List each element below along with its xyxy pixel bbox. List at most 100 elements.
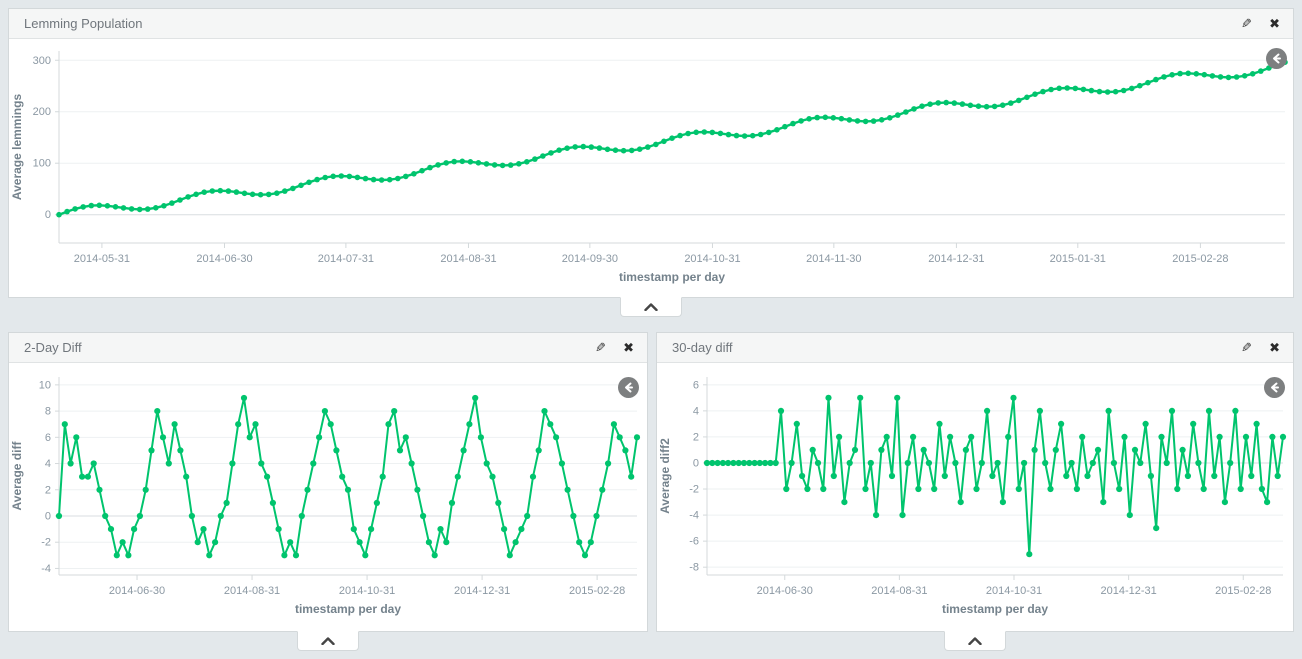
series-point xyxy=(169,200,175,206)
series-point xyxy=(1195,460,1201,466)
series-point xyxy=(56,212,62,218)
series-point xyxy=(363,176,369,182)
close-icon[interactable]: ✖ xyxy=(1269,17,1280,30)
series-point xyxy=(1137,83,1143,89)
series-point xyxy=(1079,434,1085,440)
edit-pencil-icon[interactable]: ✎ xyxy=(595,341,606,354)
series-point xyxy=(559,460,565,466)
series-point xyxy=(750,133,756,139)
series-point xyxy=(166,460,172,466)
series-point xyxy=(715,460,721,466)
series-point xyxy=(489,474,495,480)
series-point xyxy=(316,434,322,440)
series-point xyxy=(274,190,280,196)
series-point xyxy=(56,513,62,519)
series-point xyxy=(855,118,861,124)
series-point xyxy=(548,150,554,156)
series-point xyxy=(258,192,264,198)
series-point xyxy=(1161,74,1167,80)
series-point xyxy=(380,474,386,480)
chart-lemming-population: 30020010002014-05-312014-06-302014-07-31… xyxy=(9,39,1293,297)
collapse-chevron-icon[interactable] xyxy=(944,631,1006,651)
y-tick-label: 200 xyxy=(33,106,51,118)
series-point xyxy=(927,101,933,107)
chart-canvas[interactable]: 6420-2-4-6-82014-06-302014-08-312014-10-… xyxy=(657,363,1293,631)
collapse-chevron-icon[interactable] xyxy=(620,297,682,317)
series-point xyxy=(1137,460,1143,466)
back-arrow-circle-icon[interactable] xyxy=(618,377,639,398)
edit-pencil-icon[interactable]: ✎ xyxy=(1241,17,1252,30)
series-point xyxy=(1275,473,1281,479)
series-point xyxy=(1169,408,1175,414)
series-point xyxy=(979,460,985,466)
series-point xyxy=(108,526,114,532)
x-axis-title: timestamp per day xyxy=(942,602,1048,616)
series-point xyxy=(1037,408,1043,414)
y-tick-label: -4 xyxy=(689,510,699,522)
series-point xyxy=(889,473,895,479)
series-point xyxy=(437,526,443,532)
series-point xyxy=(905,460,911,466)
series-point xyxy=(113,204,119,210)
series-point xyxy=(145,206,151,212)
series-point xyxy=(847,117,853,123)
edit-pencil-icon[interactable]: ✎ xyxy=(1241,341,1252,354)
series-point xyxy=(1116,486,1122,492)
series-point xyxy=(1206,408,1212,414)
series-point xyxy=(322,408,328,414)
series-point xyxy=(1100,499,1106,505)
series-point xyxy=(597,145,603,151)
y-tick-label: 8 xyxy=(45,406,51,418)
x-tick-label: 2014-10-31 xyxy=(339,585,395,597)
series-point xyxy=(895,112,901,118)
x-tick-label: 2015-02-28 xyxy=(1215,585,1271,597)
series-point xyxy=(314,177,320,183)
series-point xyxy=(868,460,874,466)
dashboard: Lemming Population ✎ ✖ 30020010002014-05… xyxy=(0,0,1302,659)
series-point xyxy=(1164,460,1170,466)
series-point xyxy=(387,177,393,183)
series-point xyxy=(328,421,334,427)
y-axis-title: Average diff xyxy=(10,441,24,511)
back-arrow-circle-icon[interactable] xyxy=(1266,48,1287,69)
series-point xyxy=(576,539,582,545)
series-point xyxy=(224,500,230,506)
series-point xyxy=(1153,77,1159,83)
series-point xyxy=(1097,89,1103,95)
series-point xyxy=(857,395,863,401)
series-point xyxy=(530,474,536,480)
series-point xyxy=(524,159,530,165)
x-tick-label: 2014-05-31 xyxy=(74,253,130,265)
series-point xyxy=(258,460,264,466)
series-point xyxy=(266,192,272,198)
close-icon[interactable]: ✖ xyxy=(1269,341,1280,354)
series-point xyxy=(426,539,432,545)
panel-title: 30-day diff xyxy=(672,340,1224,355)
y-tick-label: 4 xyxy=(45,458,51,470)
series-point xyxy=(1194,71,1200,77)
series-point xyxy=(767,460,773,466)
chart-canvas[interactable]: 30020010002014-05-312014-06-302014-07-31… xyxy=(9,39,1293,297)
series-point xyxy=(1201,486,1207,492)
series-point xyxy=(553,434,559,440)
series-point xyxy=(64,209,70,215)
series-point xyxy=(741,460,747,466)
series-point xyxy=(451,159,457,165)
chart-canvas[interactable]: 1086420-2-42014-06-302014-08-312014-10-3… xyxy=(9,363,647,631)
series-point xyxy=(281,552,287,558)
series-point xyxy=(96,487,102,493)
series-point xyxy=(622,447,628,453)
collapse-chevron-icon[interactable] xyxy=(297,631,359,651)
series-point xyxy=(427,165,433,171)
series-point xyxy=(910,434,916,440)
series-point xyxy=(613,147,619,153)
series-point xyxy=(102,513,108,519)
y-tick-label: 6 xyxy=(693,379,699,391)
series-point xyxy=(968,434,974,440)
close-icon[interactable]: ✖ xyxy=(623,341,634,354)
chevron-up-icon xyxy=(321,637,335,645)
series-point xyxy=(495,500,501,506)
left-arrow-icon xyxy=(1268,381,1281,394)
series-point xyxy=(862,486,868,492)
back-arrow-circle-icon[interactable] xyxy=(1264,377,1285,398)
